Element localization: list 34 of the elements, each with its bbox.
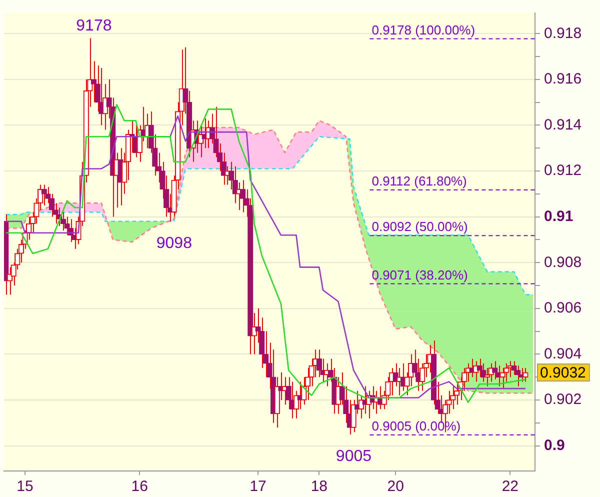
x-tick-label: 22 xyxy=(502,478,519,496)
candlestick xyxy=(500,367,506,390)
candlestick xyxy=(454,381,460,406)
annotation: 9098 xyxy=(156,234,192,252)
candlestick xyxy=(450,386,456,410)
x-tick-label: 20 xyxy=(387,478,404,496)
line-series xyxy=(5,136,534,296)
candlestick xyxy=(522,367,528,382)
y-tick-label: 0.9 xyxy=(544,436,565,454)
ref-line-label: 0.9112 (61.80%) xyxy=(372,173,467,188)
annotation: 9178 xyxy=(76,18,112,35)
x-tick-label: 15 xyxy=(16,478,34,496)
y-tick-label: 0.902 xyxy=(544,391,582,408)
candlestick xyxy=(480,362,486,382)
y-tick-label: 0.918 xyxy=(544,24,582,42)
y-tick-label: 0.912 xyxy=(544,162,582,180)
ref-line-label: 0.9071 (38.20%) xyxy=(372,267,468,282)
x-tick-label: 16 xyxy=(131,478,148,496)
y-tick-label: 0.916 xyxy=(544,70,582,88)
y-tick-label: 0.904 xyxy=(544,345,582,362)
candlestick xyxy=(484,367,490,387)
x-tick-label: 17 xyxy=(250,478,266,496)
candlestick xyxy=(316,349,322,378)
y-tick-label: 0.91 xyxy=(544,208,574,225)
ref-line-label: 0.9092 (50.00%) xyxy=(372,219,468,234)
candlestick xyxy=(6,266,13,296)
y-tick-label: 0.908 xyxy=(544,254,582,271)
ref-line-label: 0.9178 (100.00%) xyxy=(372,22,476,38)
annotation: 9005 xyxy=(336,448,372,465)
candlestick xyxy=(240,180,246,213)
y-tick-label: 0.914 xyxy=(544,116,582,134)
text: 0.9032 xyxy=(540,364,586,382)
x-tick-label: 18 xyxy=(310,478,328,496)
y-tick-label: 0.906 xyxy=(544,300,582,317)
